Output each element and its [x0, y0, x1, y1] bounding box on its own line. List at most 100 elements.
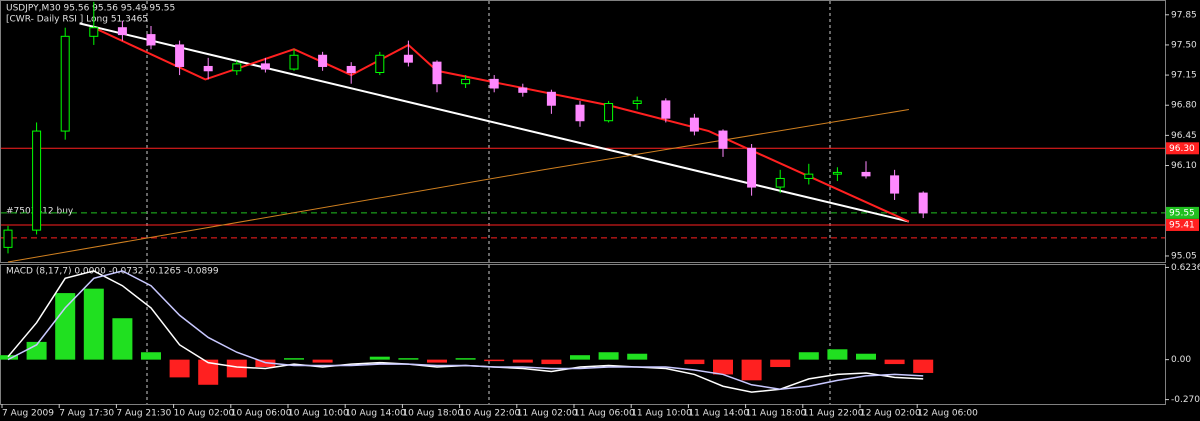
price-title: USDJPY,M30 95.56 95.56 95.49 95.55 — [6, 4, 175, 14]
histogram-bar — [169, 359, 190, 378]
x-tick-label: 10 Aug 10:00 — [288, 409, 349, 419]
y-tick-label: -0.2702 — [1171, 395, 1200, 405]
macd-panel — [0, 264, 1166, 405]
candle-body — [632, 100, 642, 105]
candle-body — [661, 100, 671, 119]
x-tick-label: 10 Aug 14:00 — [345, 409, 406, 419]
x-tick-label: 12 Aug 02:00 — [860, 409, 921, 419]
price-panel — [0, 0, 1166, 263]
candle-body — [861, 171, 871, 177]
histogram-bar — [369, 356, 390, 360]
histogram-bar — [398, 358, 419, 360]
x-tick-label: 11 Aug 06:00 — [574, 409, 635, 419]
x-tick-label: 7 Aug 21:30 — [116, 409, 171, 419]
histogram-bar — [455, 358, 476, 360]
histogram-bar — [913, 359, 934, 373]
candle-body — [232, 63, 242, 72]
y-tick-label: 0.00 — [1171, 355, 1191, 365]
candle-body — [432, 61, 442, 85]
price-tag-label: 96.30 — [1169, 144, 1195, 154]
candle-body — [403, 54, 413, 63]
histogram-bar — [713, 359, 733, 375]
x-tick-label: 10 Aug 18:00 — [402, 409, 463, 419]
price-tag-label: 95.55 — [1169, 208, 1195, 218]
candle-body — [318, 54, 328, 67]
trend-line — [79, 22, 910, 223]
candle-body — [346, 65, 356, 73]
candle-body — [89, 27, 99, 37]
candle-body — [575, 104, 585, 122]
histogram-bar — [55, 293, 76, 360]
histogram-bar — [827, 349, 848, 360]
histogram-bar — [884, 359, 905, 365]
macd-line — [7, 270, 924, 393]
y-tick-label: 0.6236 — [1171, 263, 1200, 273]
histogram-bar — [570, 355, 590, 360]
x-tick-label: 7 Aug 17:30 — [59, 409, 114, 419]
candle-body — [117, 27, 127, 36]
candle-body — [60, 35, 70, 132]
histogram-bar — [541, 359, 562, 365]
x-tick-label: 10 Aug 22:00 — [460, 409, 521, 419]
x-tick-label: 11 Aug 22:00 — [803, 409, 864, 419]
candle-body — [689, 117, 699, 132]
y-tick-label: 96.10 — [1171, 161, 1197, 171]
candle-body — [489, 78, 499, 89]
histogram-bar — [112, 318, 133, 360]
histogram-bar — [627, 353, 648, 360]
histogram-bar — [856, 353, 876, 360]
histogram-bar — [684, 359, 705, 365]
candle-body — [203, 65, 213, 72]
candle-body — [804, 173, 814, 179]
candle-body — [918, 192, 928, 214]
histogram-bar — [26, 341, 47, 360]
histogram-bar — [598, 352, 619, 360]
candle-body — [604, 103, 614, 122]
x-tick-label: 11 Aug 14:00 — [688, 409, 749, 419]
macd-line — [7, 270, 924, 390]
histogram-bar — [770, 359, 791, 368]
candle-body — [546, 91, 556, 106]
histogram-bar — [198, 359, 219, 385]
candle-body — [718, 130, 728, 149]
candle-body — [832, 171, 842, 175]
candle-body — [260, 63, 270, 70]
x-tick-label: 11 Aug 10:00 — [631, 409, 692, 419]
candle-body — [3, 229, 13, 248]
histogram-bar — [484, 359, 505, 362]
x-tick-label: 11 Aug 02:00 — [517, 409, 578, 419]
y-tick-label: 95.05 — [1171, 251, 1197, 261]
histogram-bar — [0, 355, 18, 360]
candle-body — [289, 54, 299, 70]
histogram-bar — [312, 359, 333, 363]
candle-body — [518, 87, 528, 93]
candle-body — [375, 54, 385, 73]
histogram-bar — [226, 359, 247, 378]
candle-body — [175, 44, 185, 67]
price-tag — [1166, 142, 1199, 155]
price-tag-label: 95.41 — [1169, 220, 1195, 230]
y-tick-label: 97.85 — [1171, 10, 1197, 20]
x-tick-label: 11 Aug 18:00 — [746, 409, 807, 419]
x-tick-label: 7 Aug 2009 — [2, 409, 54, 419]
indicator-label: [CWR- Daily RSI ] Long 51.3465 — [6, 15, 148, 25]
histogram-bar — [141, 352, 161, 360]
candle-body — [775, 177, 785, 188]
histogram-bar — [284, 358, 304, 360]
candle-body — [461, 78, 471, 85]
candle-body — [890, 175, 900, 194]
histogram-bar — [427, 359, 447, 363]
trend-line — [7, 109, 909, 263]
price-tag — [1166, 206, 1199, 219]
x-tick-label: 10 Aug 02:00 — [174, 409, 235, 419]
histogram-bar — [741, 359, 762, 381]
histogram-bar — [798, 352, 819, 360]
macd-title: MACD (8,17,7) 0.0000 -0.0732 -0.1265 -0.… — [6, 267, 219, 277]
y-tick-label: 97.50 — [1171, 40, 1197, 50]
candle-body — [32, 130, 42, 231]
histogram-bar — [83, 288, 104, 360]
x-tick-label: 10 Aug 06:00 — [231, 409, 292, 419]
y-tick-label: 96.45 — [1171, 131, 1197, 141]
candle-body — [146, 34, 156, 46]
